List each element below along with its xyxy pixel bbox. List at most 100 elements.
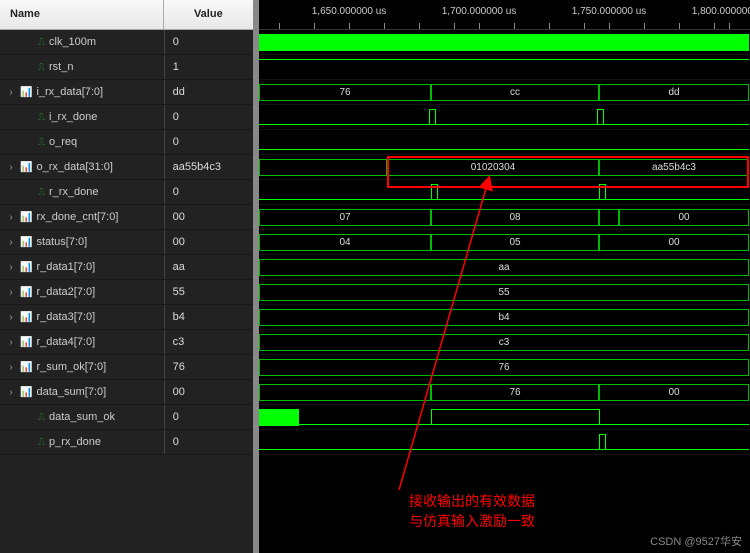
signal-value: 00 (164, 230, 253, 254)
annotation-line2: 与仿真输入激励一致 (409, 512, 535, 532)
signal-type-icon: ⎍ (38, 62, 45, 73)
wave-row[interactable]: aa (259, 255, 750, 280)
signal-name: clk_100m (49, 36, 96, 48)
signal-value: 00 (164, 205, 253, 229)
signal-row[interactable]: ›📊data_sum[7:0]00 (0, 380, 253, 405)
signal-value: 0 (164, 430, 253, 454)
expand-icon[interactable]: › (6, 337, 16, 348)
wave-row[interactable] (259, 180, 750, 205)
signal-list[interactable]: ⎍clk_100m0⎍rst_n1›📊i_rx_data[7:0]dd⎍i_rx… (0, 30, 253, 553)
bus-segment: b4 (259, 309, 749, 326)
time-ruler[interactable]: 1,650.000000 us1,700.000000 us1,750.0000… (259, 0, 750, 30)
signal-name: r_data3[7:0] (36, 311, 95, 323)
bus-segment: cc (431, 84, 599, 101)
signal-row[interactable]: ›📊rx_done_cnt[7:0]00 (0, 205, 253, 230)
expand-icon[interactable]: › (6, 262, 16, 273)
wave-row[interactable]: 55 (259, 280, 750, 305)
expand-icon[interactable]: › (6, 162, 16, 173)
signal-row[interactable]: ⎍ rst_n 1 (0, 55, 253, 80)
signal-type-icon: ⎍ (38, 437, 45, 448)
expand-icon[interactable]: › (6, 87, 16, 98)
signal-name: p_rx_done (49, 436, 101, 448)
signal-value: 0 (164, 105, 253, 129)
signal-value: 1 (164, 55, 253, 79)
waveform-panel[interactable]: 1,650.000000 us1,700.000000 us1,750.0000… (255, 0, 750, 553)
signal-row[interactable]: ›📊r_data2[7:0]55 (0, 280, 253, 305)
wave-row[interactable]: 76 (259, 355, 750, 380)
value-column-header[interactable]: Value (164, 0, 253, 29)
signal-name: r_sum_ok[7:0] (36, 361, 106, 373)
ruler-label: 1,750.000000 us (572, 6, 647, 17)
waveforms[interactable]: 76ccdd 01020304aa55b4c3 070800040500 aa 55 b4… (259, 30, 750, 455)
signal-type-icon: 📊 (20, 87, 32, 98)
signal-row[interactable]: › 📊 status[7:0] 00 (0, 230, 253, 255)
signal-name: r_rx_done (49, 186, 99, 198)
signal-row[interactable]: ›📊r_data1[7:0]aa (0, 255, 253, 280)
signal-name: i_rx_done (49, 111, 97, 123)
signal-name: i_rx_data[7:0] (36, 86, 103, 98)
signal-row[interactable]: ›📊r_data4[7:0]c3 (0, 330, 253, 355)
signal-row[interactable]: ⎍ p_rx_done 0 (0, 430, 253, 455)
signal-row[interactable]: ⎍ r_rx_done 0 (0, 180, 253, 205)
bus-segment: 00 (599, 384, 749, 401)
signal-name: status[7:0] (36, 236, 87, 248)
wave-row[interactable] (259, 105, 750, 130)
wave-row[interactable] (259, 130, 750, 155)
bus-segment: aa (259, 259, 749, 276)
expand-icon[interactable]: › (6, 362, 16, 373)
signal-type-icon: 📊 (20, 162, 32, 173)
bus-segment (259, 159, 387, 176)
wave-row[interactable]: 01020304aa55b4c3 (259, 155, 750, 180)
ruler-label: 1,800.000000 us (692, 6, 750, 17)
signal-name: r_data4[7:0] (36, 336, 95, 348)
wave-row[interactable]: 070800 (259, 205, 750, 230)
signal-type-icon: 📊 (20, 362, 32, 373)
signal-row[interactable]: › 📊 r_sum_ok[7:0] 76 (0, 355, 253, 380)
signal-type-icon: ⎍ (38, 112, 45, 123)
expand-icon[interactable]: › (6, 387, 16, 398)
name-column-header[interactable]: Name (0, 0, 164, 29)
bus-segment: 55 (259, 284, 749, 301)
signal-row[interactable]: ›📊r_data3[7:0]b4 (0, 305, 253, 330)
signal-value: 76 (164, 355, 253, 379)
signal-type-icon: ⎍ (38, 137, 45, 148)
expand-icon[interactable]: › (6, 237, 16, 248)
expand-icon[interactable]: › (6, 287, 16, 298)
bus-segment: 00 (599, 234, 749, 251)
wave-row[interactable] (259, 55, 750, 80)
wave-row[interactable]: b4 (259, 305, 750, 330)
signal-name: r_data2[7:0] (36, 286, 95, 298)
signal-name: data_sum[7:0] (36, 386, 106, 398)
signal-value: 0 (164, 30, 253, 54)
signal-row[interactable]: ⎍data_sum_ok0 (0, 405, 253, 430)
expand-icon[interactable]: › (6, 212, 16, 223)
signal-type-icon: ⎍ (38, 37, 45, 48)
wave-row[interactable] (259, 430, 750, 455)
wave-row[interactable]: 040500 (259, 230, 750, 255)
signal-value: 00 (164, 380, 253, 404)
wave-row[interactable]: 76ccdd (259, 80, 750, 105)
wave-row[interactable]: c3 (259, 330, 750, 355)
signal-name: rst_n (49, 61, 73, 73)
bus-segment (259, 384, 431, 401)
signal-name: o_rx_data[31:0] (36, 161, 112, 173)
column-headers: Name Value (0, 0, 253, 30)
signal-value: aa (164, 255, 253, 279)
signal-row[interactable]: ›📊o_rx_data[31:0]aa55b4c3 (0, 155, 253, 180)
signal-row[interactable]: ›📊i_rx_data[7:0]dd (0, 80, 253, 105)
signal-value: 0 (164, 180, 253, 204)
annotation-text: 接收输出的有效数据 与仿真输入激励一致 (409, 492, 535, 531)
signal-row[interactable]: ⎍o_req0 (0, 130, 253, 155)
wave-row[interactable] (259, 405, 750, 430)
bus-segment: c3 (259, 334, 749, 351)
signal-type-icon: 📊 (20, 237, 32, 248)
signal-type-icon: 📊 (20, 287, 32, 298)
signal-row[interactable]: ⎍ clk_100m 0 (0, 30, 253, 55)
bus-segment: 07 (259, 209, 431, 226)
signal-type-icon: ⎍ (38, 187, 45, 198)
wave-row[interactable] (259, 30, 750, 55)
expand-icon[interactable]: › (6, 312, 16, 323)
signal-name: rx_done_cnt[7:0] (36, 211, 118, 223)
signal-row[interactable]: ⎍ i_rx_done 0 (0, 105, 253, 130)
wave-row[interactable]: 7600 (259, 380, 750, 405)
